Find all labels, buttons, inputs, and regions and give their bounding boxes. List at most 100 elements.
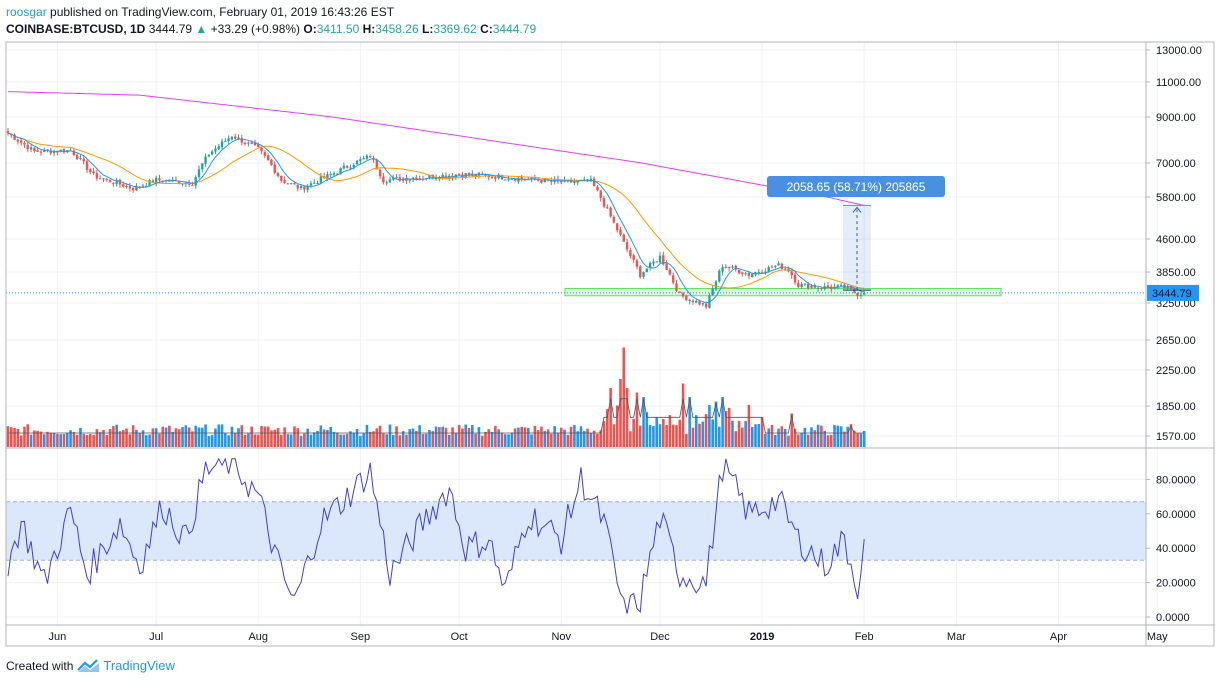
candle-body [326, 174, 329, 179]
candle-body [349, 167, 352, 169]
volume-bar [168, 425, 171, 447]
volume-bars [6, 347, 866, 447]
volume-bar [230, 426, 234, 447]
candle-body [158, 178, 161, 181]
candle-body [704, 303, 708, 308]
candle-body [191, 185, 194, 187]
candle-body [695, 300, 698, 303]
volume-bar [550, 433, 553, 447]
price-tick-label: 1570.00 [1156, 431, 1196, 443]
volume-bar [764, 433, 767, 447]
candle-body [398, 177, 402, 181]
volume-bar [744, 421, 747, 447]
support-zone[interactable] [564, 288, 1002, 297]
volume-bar [530, 434, 533, 447]
candle-body [75, 155, 79, 160]
ma-pink-line [7, 91, 865, 206]
volume-bar [507, 434, 510, 447]
volume-bar [154, 428, 158, 447]
volume-bar [316, 430, 319, 447]
volume-bar [793, 428, 797, 447]
candle-body [141, 185, 145, 187]
candle-body [457, 174, 461, 176]
volume-bar [813, 430, 817, 447]
volume-bar [754, 424, 757, 447]
volume-bar [227, 435, 230, 447]
volume-bar [829, 434, 833, 447]
candle-body [675, 283, 678, 291]
volume-bar [82, 433, 86, 447]
candle-body [207, 154, 211, 157]
tradingview-brand[interactable]: TradingView [103, 658, 175, 673]
candle-body [148, 180, 151, 187]
measure-tool[interactable]: 2058.65 (58.71%) 205865 [767, 176, 945, 291]
author-name[interactable]: roosgar [6, 5, 47, 19]
volume-bar [131, 425, 135, 447]
volume-bar [599, 430, 603, 447]
candle-body [536, 179, 540, 181]
volume-bar [138, 433, 142, 447]
candle-body [652, 261, 655, 264]
volume-bar [737, 420, 741, 447]
candle-body [108, 179, 112, 183]
candle-body [257, 144, 260, 147]
volume-ma-line [8, 398, 865, 434]
candle-body [339, 168, 342, 175]
price-tick-label: 2250.00 [1156, 365, 1196, 377]
volume-bar [79, 427, 82, 447]
candle-body [286, 183, 290, 185]
volume-bar [800, 432, 803, 447]
time-tick-label: Mar [947, 631, 966, 643]
volume-bar [141, 430, 145, 447]
candle-body [625, 242, 629, 250]
volume-bar [497, 429, 500, 447]
candle-body [596, 186, 599, 191]
candle-body [490, 176, 494, 178]
candle-body [240, 138, 244, 143]
volume-bar [698, 423, 701, 447]
volume-bar [342, 434, 346, 447]
candle-body [270, 159, 273, 166]
volume-bar [757, 424, 761, 447]
candle-body [777, 263, 780, 266]
volume-bar [164, 427, 168, 447]
volume-bar [184, 425, 188, 447]
volume-bar [177, 429, 181, 447]
volume-bar [645, 412, 649, 447]
candle-body [770, 266, 774, 268]
volume-bar [411, 428, 415, 447]
candle-body [619, 229, 622, 235]
volume-bar [576, 431, 579, 447]
candle-body [839, 285, 843, 287]
volume-bar [510, 432, 514, 447]
candle-body [250, 142, 253, 144]
candle-body [135, 185, 138, 191]
candle-body [201, 163, 204, 170]
volume-bar [586, 428, 589, 447]
volume-bar [543, 431, 547, 447]
candle-body [714, 281, 718, 290]
volume-bar [62, 434, 66, 447]
volume-bar [247, 433, 250, 447]
volume-bar [810, 427, 813, 447]
candle-body [283, 180, 286, 183]
candle-body [56, 151, 59, 153]
volume-bar [553, 426, 556, 447]
volume-bar [727, 407, 731, 447]
candle-body [681, 293, 685, 297]
candle-body [803, 283, 807, 285]
volume-bar [391, 435, 395, 447]
candle-body [721, 267, 724, 272]
candle-body [79, 158, 82, 160]
volume-bar [625, 388, 629, 447]
candle-body [504, 179, 507, 181]
volume-bar [457, 425, 461, 447]
volume-bar [148, 434, 151, 447]
volume-bar [480, 435, 484, 447]
volume-bar [194, 425, 198, 447]
volume-bar [207, 435, 211, 447]
volume-bar [128, 434, 132, 447]
volume-bar [484, 431, 487, 447]
candle-body [737, 269, 741, 274]
